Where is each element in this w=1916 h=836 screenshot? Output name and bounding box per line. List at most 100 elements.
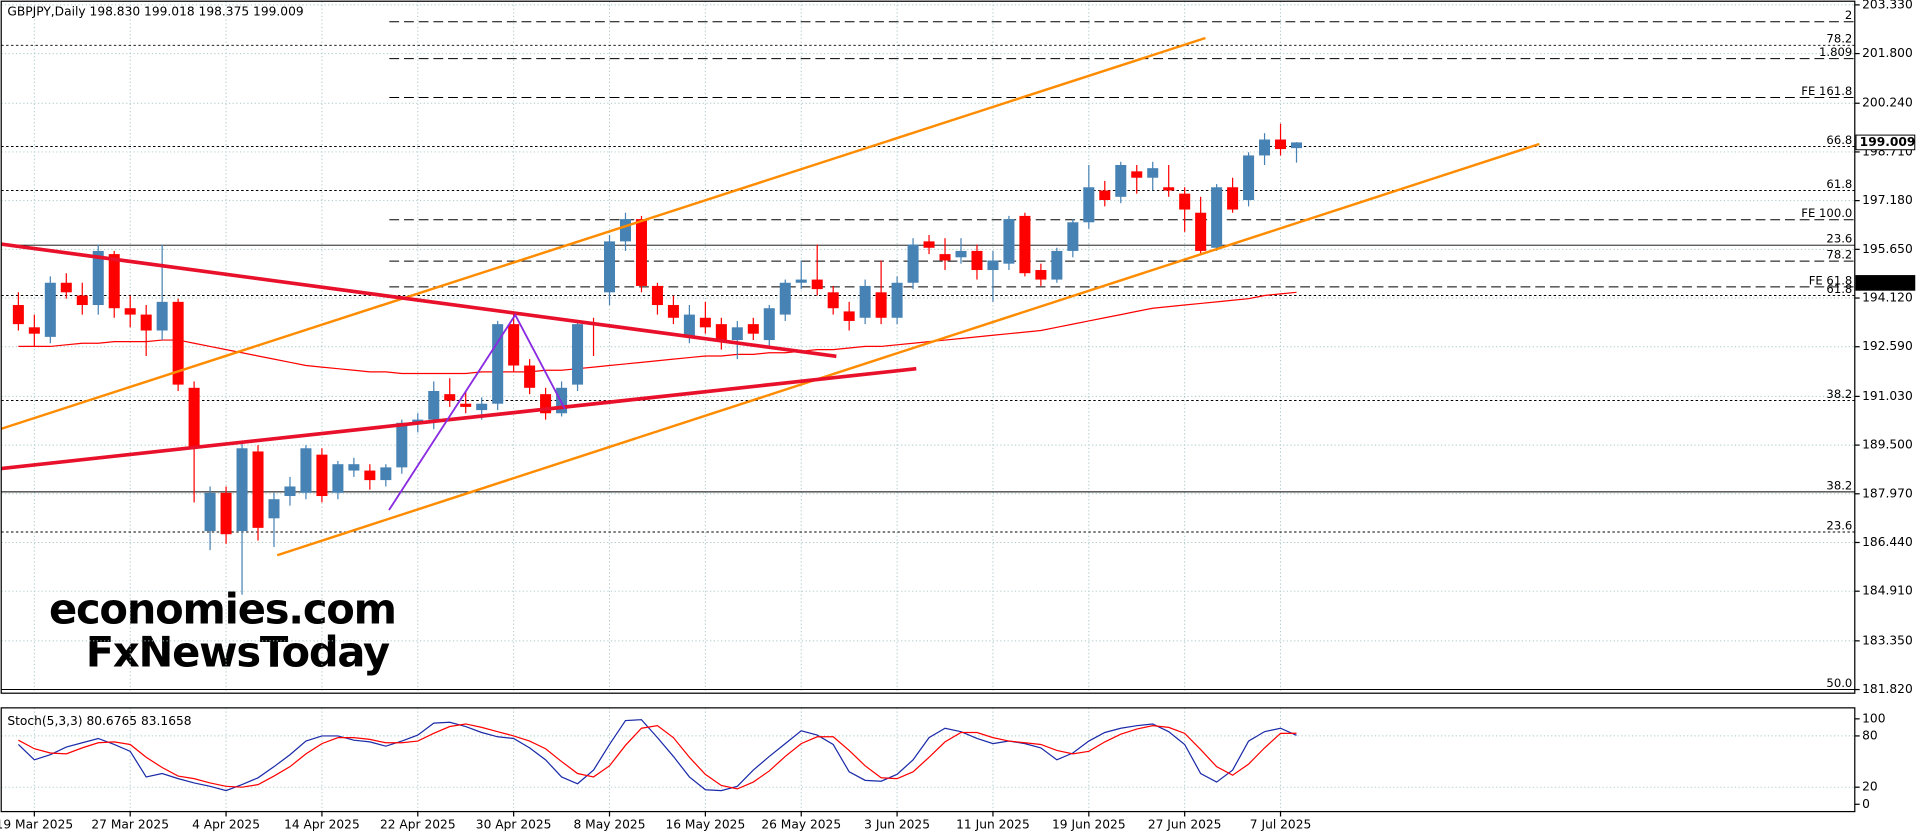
candle-body bbox=[779, 282, 791, 315]
level-label: FE 161.8 bbox=[1801, 84, 1852, 98]
candle-body bbox=[731, 327, 743, 341]
y-tick-label: 181.820 bbox=[1862, 682, 1913, 696]
x-tick-label: 26 May 2025 bbox=[761, 818, 841, 832]
candle-body bbox=[1067, 222, 1079, 251]
x-tick-label: 19 Jun 2025 bbox=[1052, 818, 1126, 832]
candle-body bbox=[1211, 187, 1223, 248]
candle-body bbox=[1051, 250, 1063, 280]
candle-body bbox=[939, 254, 951, 261]
trendline bbox=[1, 366, 917, 471]
candle-body bbox=[1019, 215, 1031, 274]
watermark: FxNewsToday bbox=[86, 627, 390, 676]
candle-body bbox=[172, 301, 184, 385]
level-label: FE 100.0 bbox=[1801, 206, 1852, 220]
y-tick-label: 195.650 bbox=[1862, 242, 1913, 256]
candle-body bbox=[747, 324, 759, 334]
candle-body bbox=[923, 241, 935, 248]
stoch-line bbox=[18, 723, 1297, 790]
candle-body bbox=[1195, 212, 1207, 251]
candle-body bbox=[795, 279, 807, 283]
candle-body bbox=[1291, 142, 1303, 149]
candle-body bbox=[44, 282, 56, 337]
level-label: 38.2 bbox=[1826, 387, 1852, 401]
level-label: 78.2 bbox=[1826, 32, 1852, 46]
candle-body bbox=[316, 454, 328, 497]
y-tick-label: 200.240 bbox=[1862, 96, 1913, 110]
candle-body bbox=[332, 464, 344, 493]
candle-body bbox=[60, 282, 72, 293]
level-label: 50.0 bbox=[1826, 676, 1852, 690]
y-tick-label: 201.800 bbox=[1862, 46, 1913, 60]
x-tick-label: 16 May 2025 bbox=[665, 818, 745, 832]
candle-body bbox=[603, 241, 616, 293]
x-tick-label: 11 Jun 2025 bbox=[956, 818, 1030, 832]
price-frame bbox=[0, 0, 1856, 694]
level-label: FE 61.8 bbox=[1809, 273, 1853, 287]
candle-body bbox=[1227, 187, 1239, 210]
candle-body bbox=[891, 282, 903, 318]
candle-body bbox=[811, 279, 823, 290]
candle-body bbox=[396, 422, 408, 468]
price-marker bbox=[1855, 275, 1916, 291]
y-tick-label: 197.180 bbox=[1862, 193, 1913, 207]
candle-body bbox=[715, 324, 727, 341]
trendline bbox=[1, 242, 837, 359]
candle-body bbox=[156, 301, 168, 331]
level-label: 38.2 bbox=[1826, 478, 1852, 492]
candle-body bbox=[1243, 155, 1255, 201]
x-tick-label: 7 Jul 2025 bbox=[1250, 818, 1311, 832]
level-label: 2 bbox=[1845, 8, 1852, 22]
price-marker-label: 194.596 bbox=[1860, 275, 1916, 289]
y-tick-label: 192.590 bbox=[1862, 339, 1913, 353]
candle-body bbox=[1003, 219, 1015, 264]
y-tick-label: 186.440 bbox=[1862, 535, 1913, 549]
candle-body bbox=[300, 448, 312, 493]
moving-average bbox=[18, 291, 1297, 375]
candle-body bbox=[1259, 139, 1271, 156]
y-tick-label: 189.500 bbox=[1862, 438, 1913, 452]
candle-body bbox=[412, 419, 424, 423]
candle-body bbox=[683, 314, 695, 337]
y-tick-label: 183.350 bbox=[1862, 633, 1913, 647]
candle-body bbox=[236, 448, 248, 532]
y-tick-label: 0 bbox=[1862, 797, 1870, 811]
y-tick-label: 100 bbox=[1862, 711, 1885, 725]
level-label: 1.809 bbox=[1819, 45, 1852, 59]
candle-body bbox=[524, 365, 536, 388]
x-tick-label: 4 Apr 2025 bbox=[192, 818, 260, 832]
y-tick-label: 191.030 bbox=[1862, 389, 1913, 403]
chart-title: GBPJPY,Daily 198.830 199.018 198.375 199… bbox=[7, 5, 303, 19]
candle-body bbox=[428, 390, 440, 420]
candle-body bbox=[204, 492, 216, 532]
x-tick-label: 30 Apr 2025 bbox=[476, 818, 552, 832]
candle-body bbox=[284, 486, 296, 497]
candle-body bbox=[556, 387, 568, 414]
trendline bbox=[276, 142, 1540, 557]
candle-body bbox=[971, 250, 983, 271]
candle-body bbox=[619, 219, 631, 242]
candle-body bbox=[699, 317, 711, 328]
candle-body bbox=[252, 451, 264, 528]
candle-body bbox=[28, 327, 40, 334]
x-tick-label: 27 Jun 2025 bbox=[1148, 818, 1222, 832]
candle-body bbox=[108, 254, 120, 309]
candle-body bbox=[859, 285, 871, 318]
candle-body bbox=[987, 260, 999, 271]
level-label: 23.6 bbox=[1826, 232, 1852, 246]
watermark: economies.com bbox=[49, 585, 396, 634]
y-tick-label: 80 bbox=[1862, 728, 1878, 742]
level-label: 61.8 bbox=[1826, 177, 1852, 191]
candle-body bbox=[1131, 171, 1143, 178]
candle-body bbox=[651, 285, 663, 306]
candle-body bbox=[1099, 190, 1111, 201]
candle-body bbox=[188, 387, 200, 449]
x-tick-label: 8 May 2025 bbox=[573, 818, 645, 832]
level-label: 61.8 bbox=[1826, 282, 1852, 296]
x-tick-label: 14 Apr 2025 bbox=[284, 818, 360, 832]
stoch-line bbox=[17, 719, 1297, 792]
x-tick-label: 22 Apr 2025 bbox=[380, 818, 456, 832]
candle-body bbox=[1115, 164, 1127, 197]
candle-body bbox=[875, 292, 887, 318]
candle-body bbox=[492, 324, 504, 404]
